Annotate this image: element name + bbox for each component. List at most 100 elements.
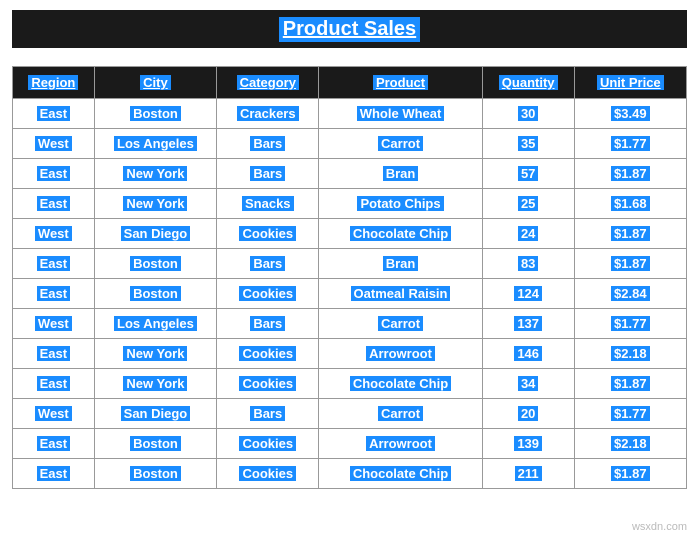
cell-value: $3.49 [611,106,650,121]
table-cell: West [13,219,95,249]
col-label: Quantity [499,75,558,90]
table-cell: 83 [482,249,574,279]
cell-value: Carrot [378,316,423,331]
cell-value: 83 [518,256,538,271]
col-category: Category [217,67,319,99]
table-cell: 146 [482,339,574,369]
table-cell: Cookies [217,369,319,399]
cell-value: Cookies [239,226,296,241]
table-row: EastNew YorkCookiesArrowroot146$2.18 [13,339,687,369]
table-cell: East [13,159,95,189]
table-cell: Carrot [319,399,482,429]
cell-value: East [37,376,70,391]
table-cell: $2.18 [574,339,686,369]
table-row: EastBostonCookiesOatmeal Raisin124$2.84 [13,279,687,309]
table-cell: 211 [482,459,574,489]
cell-value: Los Angeles [114,316,197,331]
table-cell: Bars [217,399,319,429]
cell-value: Cookies [239,466,296,481]
table-cell: Chocolate Chip [319,219,482,249]
cell-value: Bars [250,166,285,181]
table-cell: Cookies [217,339,319,369]
table-cell: Crackers [217,99,319,129]
table-cell: Bars [217,309,319,339]
cell-value: $1.87 [611,376,650,391]
table-cell: Chocolate Chip [319,369,482,399]
cell-value: Cookies [239,376,296,391]
title-bar: Product Sales [12,10,687,48]
cell-value: 139 [514,436,542,451]
table-row: EastBostonCrackersWhole Wheat30$3.49 [13,99,687,129]
cell-value: Cookies [239,436,296,451]
cell-value: West [35,316,72,331]
cell-value: East [37,196,70,211]
cell-value: Bars [250,136,285,151]
table-cell: East [13,189,95,219]
table-cell: $1.77 [574,309,686,339]
table-cell: San Diego [94,219,217,249]
cell-value: $1.87 [611,166,650,181]
table-cell: $1.68 [574,189,686,219]
table-cell: Cookies [217,279,319,309]
col-label: Category [237,75,299,90]
table-body: EastBostonCrackersWhole Wheat30$3.49West… [13,99,687,489]
cell-value: 34 [518,376,538,391]
cell-value: West [35,406,72,421]
table-cell: 137 [482,309,574,339]
table-cell: West [13,309,95,339]
cell-value: New York [123,196,187,211]
table-cell: Boston [94,99,217,129]
cell-value: East [37,286,70,301]
cell-value: $2.84 [611,286,650,301]
cell-value: New York [123,166,187,181]
table-cell: $1.87 [574,369,686,399]
table-cell: Arrowroot [319,429,482,459]
cell-value: Carrot [378,136,423,151]
table-cell: Bars [217,249,319,279]
cell-value: East [37,166,70,181]
cell-value: $1.87 [611,466,650,481]
cell-value: Snacks [242,196,294,211]
table-cell: 57 [482,159,574,189]
cell-value: Carrot [378,406,423,421]
table-cell: Carrot [319,309,482,339]
table-cell: Oatmeal Raisin [319,279,482,309]
cell-value: 57 [518,166,538,181]
cell-value: 25 [518,196,538,211]
table-cell: Los Angeles [94,309,217,339]
cell-value: East [37,346,70,361]
col-unit-price: Unit Price [574,67,686,99]
table-cell: 35 [482,129,574,159]
table-cell: Boston [94,429,217,459]
table-cell: Arrowroot [319,339,482,369]
watermark: wsxdn.com [632,521,687,533]
col-label: City [140,75,171,90]
table-row: EastNew YorkCookiesChocolate Chip34$1.87 [13,369,687,399]
table-cell: Los Angeles [94,129,217,159]
table-cell: Boston [94,459,217,489]
table-row: EastBostonBarsBran83$1.87 [13,249,687,279]
cell-value: $1.68 [611,196,650,211]
cell-value: Boston [130,436,181,451]
table-cell: East [13,249,95,279]
col-region: Region [13,67,95,99]
cell-value: Boston [130,466,181,481]
cell-value: Chocolate Chip [350,226,451,241]
cell-value: Potato Chips [357,196,443,211]
page-title: Product Sales [279,17,420,42]
cell-value: Bars [250,316,285,331]
table-cell: 24 [482,219,574,249]
cell-value: 211 [515,466,542,481]
cell-value: Whole Wheat [357,106,445,121]
table-header-row: Region City Category Product Quantity Un… [13,67,687,99]
table-cell: $1.87 [574,159,686,189]
table-cell: 20 [482,399,574,429]
table-row: East New York Snacks Potato Chips 25 $1.68 [13,189,687,219]
cell-value: San Diego [121,406,191,421]
col-label: Product [373,75,428,90]
table-row: EastBostonCookiesArrowroot139$2.18 [13,429,687,459]
table-cell: East [13,279,95,309]
cell-value: East [37,106,70,121]
cell-value: Crackers [237,106,299,121]
cell-value: Boston [130,256,181,271]
